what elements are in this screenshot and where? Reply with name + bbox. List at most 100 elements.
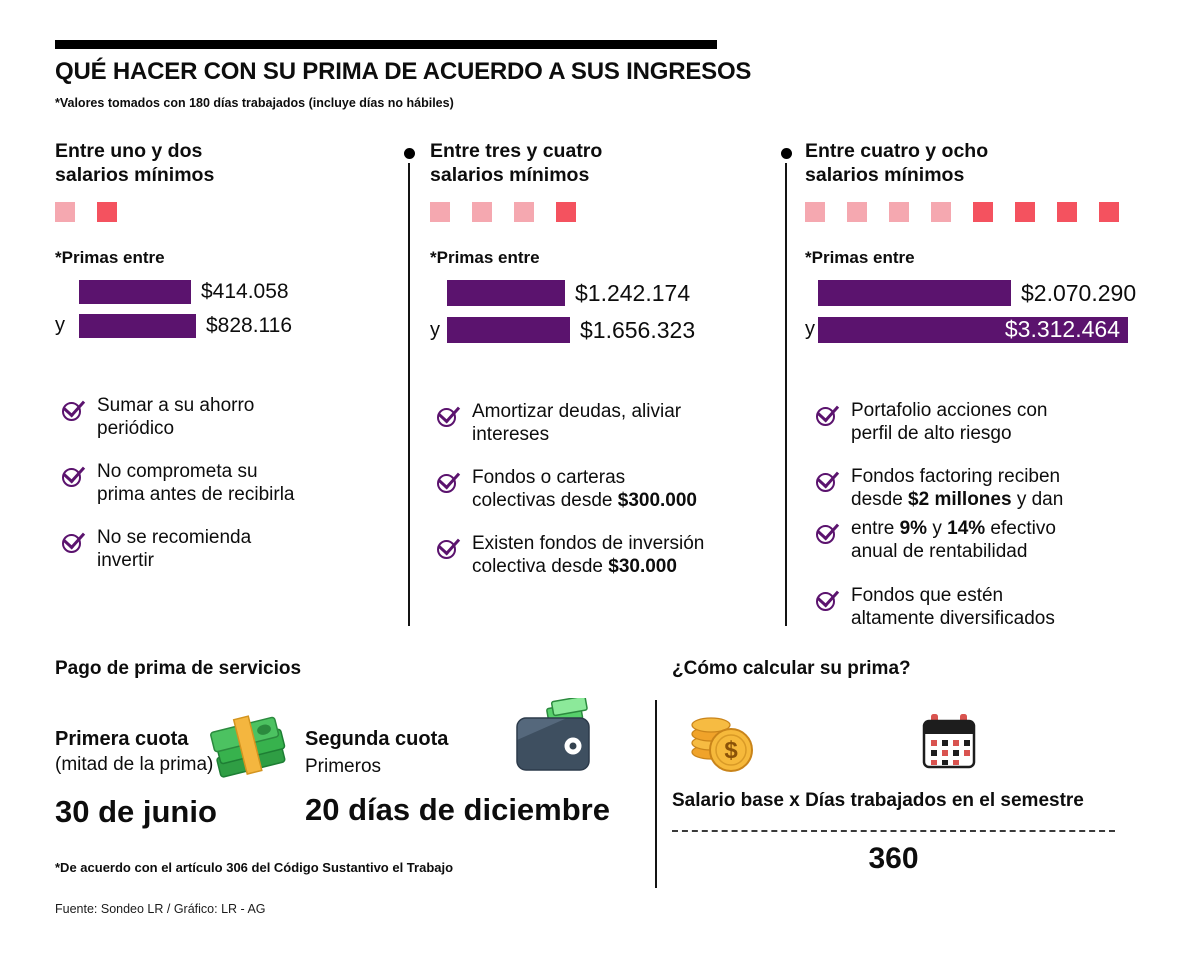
calendar-icon [922,713,976,776]
first-installment-date: 30 de junio [55,794,217,829]
income-column-three-four-salaries: Entre tres y cuatro salarios mínimos *Pr… [430,140,765,599]
second-installment-sublabel: Primeros [305,756,382,777]
prima-bar-row: $2.070.290 [805,280,1145,307]
advice-list: Amortizar deudas, aliviar intereses Fond… [430,400,765,579]
formula-numerator: Salario base x Días trabajados en el sem… [672,790,1084,811]
prima-bar [79,279,191,304]
svg-text:$: $ [724,737,738,764]
title-rule-bar [55,40,717,49]
check-icon [436,533,462,560]
calc-section-title: ¿Cómo calcular su prima? [672,658,911,679]
advice-text: Sumar a su ahorro periódico [97,394,255,439]
prima-min-value: $414.058 [201,279,289,303]
salary-square [931,201,951,222]
check-icon [815,518,841,545]
salary-squares [430,201,765,222]
check-icon [61,395,87,421]
primas-label: *Primas entre [805,247,915,267]
source-credit: Fuente: Sondeo LR / Gráfico: LR - AG [55,902,266,916]
second-installment-date: 20 días de diciembre [305,792,610,827]
prima-bar-row: y $1.656.323 [430,317,765,344]
primas-label: *Primas entre [55,247,165,267]
column-title: Entre uno y dos salarios mínimos [55,140,215,186]
range-connector-label: y [430,318,440,341]
advice-text: Fondos factoring reciben desde $2 millon… [851,465,1064,511]
advice-item: Amortizar deudas, aliviar intereses [436,400,765,446]
prima-bar-row: y $3.312.464 [805,316,1145,343]
salary-square [472,201,492,222]
page-subtitle: *Valores tomados con 180 días trabajados… [55,96,454,110]
prima-max-value: $3.312.464 [1004,316,1120,343]
advice-text: Fondos o carteras colectivas desde $300.… [472,466,697,512]
salary-square [1057,201,1077,222]
payment-section-title: Pago de prima de servicios [55,658,302,679]
coins-icon: $ [686,710,758,779]
prima-bar [818,280,1011,307]
advice-list: Sumar a su ahorro periódico No compromet… [55,394,385,573]
check-icon [436,467,462,493]
prima-max-value: $828.116 [206,313,293,337]
salary-square [889,201,909,222]
salary-square [805,201,825,222]
primas-label: *Primas entre [430,247,540,267]
first-installment-label: Primera cuota [55,728,189,750]
fraction-divider-line [672,830,1115,832]
money-bills-icon [210,704,286,789]
advice-text: Existen fondos de inversión colectiva de… [472,533,705,578]
column-divider [408,163,410,626]
column-bullet [781,148,792,159]
advice-item: Portafolio acciones con perfil de alto r… [815,399,1145,445]
check-icon [815,466,841,492]
salary-square [430,201,450,222]
advice-item: Fondos o carteras colectivas desde $300.… [436,466,765,512]
section-divider [655,700,657,888]
first-installment-sublabel: (mitad de la prima) [55,754,214,775]
salary-square [97,201,117,222]
advice-item: Fondos factoring reciben desde $2 millon… [815,465,1145,511]
prima-bar [447,317,570,344]
prima-bar-row: $1.242.174 [430,280,765,307]
payment-schedule-section: Pago de prima de servicios Primera cuota… [55,658,655,888]
page-title: QUÉ HACER CON SU PRIMA DE ACUERDO A SUS … [55,58,752,85]
advice-item: Fondos que estén altamente diversificado… [815,584,1145,630]
salary-square [55,201,75,222]
advice-text: No se recomienda invertir [97,527,252,572]
column-bullet [404,148,415,159]
second-installment-label: Segunda cuota [305,728,449,750]
advice-text: No comprometa su prima antes de recibirl… [97,460,295,506]
prima-min-value: $1.242.174 [575,279,691,306]
advice-item: entre 9% y 14% efectivo anual de rentabi… [815,517,1145,563]
range-connector-label: y [55,314,65,337]
advice-text: Portafolio acciones con perfil de alto r… [851,399,1048,444]
salary-square [514,201,534,222]
prima-bar [79,313,196,338]
prima-min-value: $2.070.290 [1021,279,1137,306]
salary-squares [805,201,1145,222]
salary-square [1099,201,1119,222]
check-icon [61,527,87,554]
advice-item: No se recomienda invertir [61,526,385,572]
payment-footnote: *De acuerdo con el artículo 306 del Códi… [55,860,454,875]
advice-text: Amortizar deudas, aliviar intereses [472,400,682,445]
salary-squares [55,201,385,222]
income-column-one-two-salaries: Entre uno y dos salarios mínimos *Primas… [55,140,385,593]
prima-bar [447,280,565,307]
advice-list: Portafolio acciones con perfil de alto r… [805,399,1145,630]
salary-square [1015,201,1035,222]
column-title: Entre cuatro y ocho salarios mínimos [805,140,989,186]
check-icon [436,401,462,427]
wallet-icon [513,695,593,783]
prima-max-value: $1.656.323 [580,316,696,343]
check-icon [61,461,87,487]
advice-item: No comprometa su prima antes de recibirl… [61,460,385,506]
formula-denominator: 360 [868,842,919,875]
salary-square [556,201,576,222]
range-connector-label: y [805,318,815,341]
column-divider [785,163,787,626]
prima-bar-row: $414.058 [55,279,385,304]
advice-text: entre 9% y 14% efectivo anual de rentabi… [851,518,1056,563]
advice-item: Sumar a su ahorro periódico [61,394,385,440]
prima-bar-row: y $828.116 [55,313,385,338]
income-column-four-eight-salaries: Entre cuatro y ocho salarios mínimos *Pr… [805,140,1145,650]
salary-square [847,201,867,222]
